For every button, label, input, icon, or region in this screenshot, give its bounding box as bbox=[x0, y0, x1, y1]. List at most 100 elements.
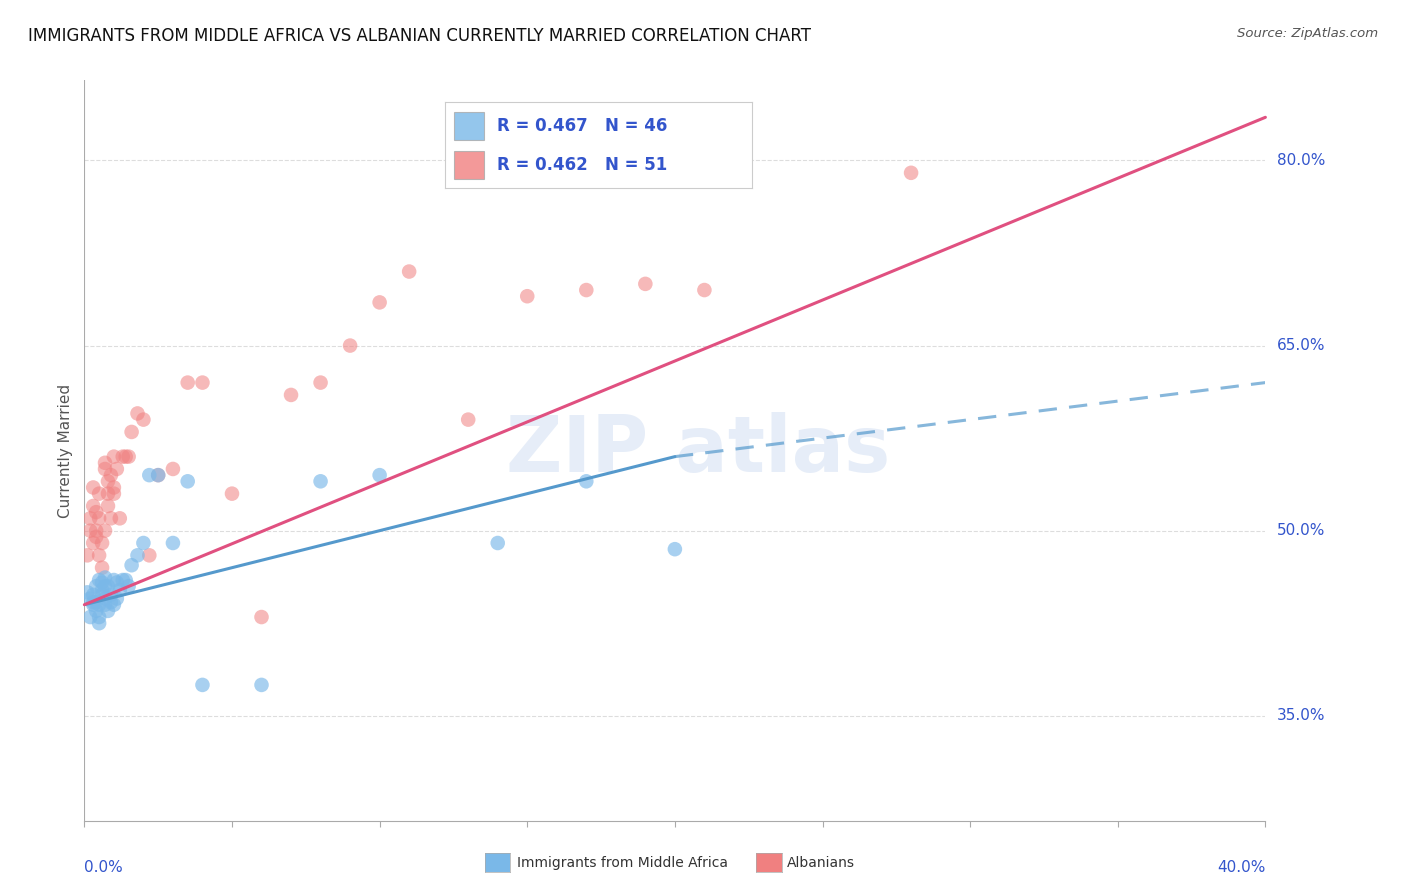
Point bbox=[94, 570, 117, 584]
Point bbox=[97, 499, 120, 513]
Point bbox=[191, 376, 214, 390]
Text: 80.0%: 80.0% bbox=[1277, 153, 1324, 168]
Point bbox=[97, 475, 120, 489]
Point bbox=[108, 582, 131, 597]
Point bbox=[105, 462, 128, 476]
Point bbox=[91, 582, 114, 597]
Point bbox=[191, 678, 214, 692]
Point bbox=[118, 450, 141, 464]
Point bbox=[84, 505, 107, 519]
Point bbox=[516, 289, 538, 303]
Point bbox=[148, 468, 170, 483]
Text: 35.0%: 35.0% bbox=[1277, 708, 1324, 723]
Point bbox=[103, 486, 125, 500]
Point bbox=[94, 598, 117, 612]
Point bbox=[664, 542, 686, 557]
Point bbox=[575, 283, 598, 297]
Point bbox=[82, 499, 104, 513]
Text: 50.0%: 50.0% bbox=[1277, 524, 1324, 538]
Point bbox=[103, 480, 125, 494]
Point bbox=[91, 560, 114, 574]
Point bbox=[94, 524, 117, 538]
Text: 65.0%: 65.0% bbox=[1277, 338, 1324, 353]
Point bbox=[97, 604, 120, 618]
Point bbox=[103, 573, 125, 587]
Point bbox=[368, 295, 391, 310]
Point bbox=[79, 591, 101, 606]
Point bbox=[87, 511, 111, 525]
Text: Immigrants from Middle Africa: Immigrants from Middle Africa bbox=[517, 855, 728, 870]
Point bbox=[91, 575, 114, 590]
Point bbox=[105, 591, 128, 606]
Point bbox=[91, 588, 114, 602]
Point bbox=[100, 595, 122, 609]
Point bbox=[309, 376, 332, 390]
Point bbox=[121, 558, 143, 573]
Point bbox=[486, 536, 509, 550]
Point bbox=[79, 524, 101, 538]
Point bbox=[138, 468, 160, 483]
Point bbox=[114, 573, 136, 587]
Point bbox=[900, 166, 922, 180]
Point bbox=[132, 412, 155, 426]
Point bbox=[87, 549, 111, 563]
Point bbox=[148, 468, 170, 483]
Point bbox=[108, 511, 131, 525]
Text: 0.0%: 0.0% bbox=[84, 860, 124, 874]
Point bbox=[111, 573, 134, 587]
Point bbox=[94, 462, 117, 476]
Point bbox=[87, 573, 111, 587]
Point bbox=[103, 598, 125, 612]
Point bbox=[79, 610, 101, 624]
Point bbox=[82, 480, 104, 494]
Point bbox=[127, 549, 149, 563]
Point bbox=[111, 450, 134, 464]
Point bbox=[280, 388, 302, 402]
Point bbox=[100, 511, 122, 525]
Point bbox=[177, 376, 200, 390]
Point bbox=[94, 579, 117, 593]
Point bbox=[127, 407, 149, 421]
Point bbox=[76, 549, 98, 563]
Point bbox=[132, 536, 155, 550]
Point bbox=[114, 450, 136, 464]
Point bbox=[457, 412, 479, 426]
Point bbox=[221, 486, 243, 500]
Y-axis label: Currently Married: Currently Married bbox=[58, 384, 73, 517]
Point bbox=[121, 425, 143, 439]
Point bbox=[91, 536, 114, 550]
Point bbox=[84, 604, 107, 618]
Point bbox=[100, 588, 122, 602]
Point bbox=[87, 610, 111, 624]
Point bbox=[103, 450, 125, 464]
Point bbox=[82, 598, 104, 612]
Text: 40.0%: 40.0% bbox=[1218, 860, 1265, 874]
Text: Albanians: Albanians bbox=[787, 855, 855, 870]
Point bbox=[250, 678, 273, 692]
Point bbox=[94, 591, 117, 606]
Point bbox=[309, 475, 332, 489]
Point bbox=[82, 595, 104, 609]
Point bbox=[634, 277, 657, 291]
Text: ZIP atlas: ZIP atlas bbox=[506, 412, 890, 489]
Point bbox=[82, 588, 104, 602]
Point bbox=[87, 616, 111, 631]
Point bbox=[84, 524, 107, 538]
Point bbox=[162, 462, 184, 476]
Point bbox=[118, 579, 141, 593]
Point bbox=[97, 579, 120, 593]
Point bbox=[84, 530, 107, 544]
Point bbox=[339, 338, 361, 352]
Point bbox=[79, 511, 101, 525]
Point bbox=[368, 468, 391, 483]
Point bbox=[693, 283, 716, 297]
Point bbox=[250, 610, 273, 624]
Text: IMMIGRANTS FROM MIDDLE AFRICA VS ALBANIAN CURRENTLY MARRIED CORRELATION CHART: IMMIGRANTS FROM MIDDLE AFRICA VS ALBANIA… bbox=[28, 27, 811, 45]
Point bbox=[575, 475, 598, 489]
Point bbox=[76, 585, 98, 599]
Text: Source: ZipAtlas.com: Source: ZipAtlas.com bbox=[1237, 27, 1378, 40]
Point bbox=[97, 486, 120, 500]
Point bbox=[84, 579, 107, 593]
Point bbox=[105, 575, 128, 590]
Point bbox=[82, 536, 104, 550]
